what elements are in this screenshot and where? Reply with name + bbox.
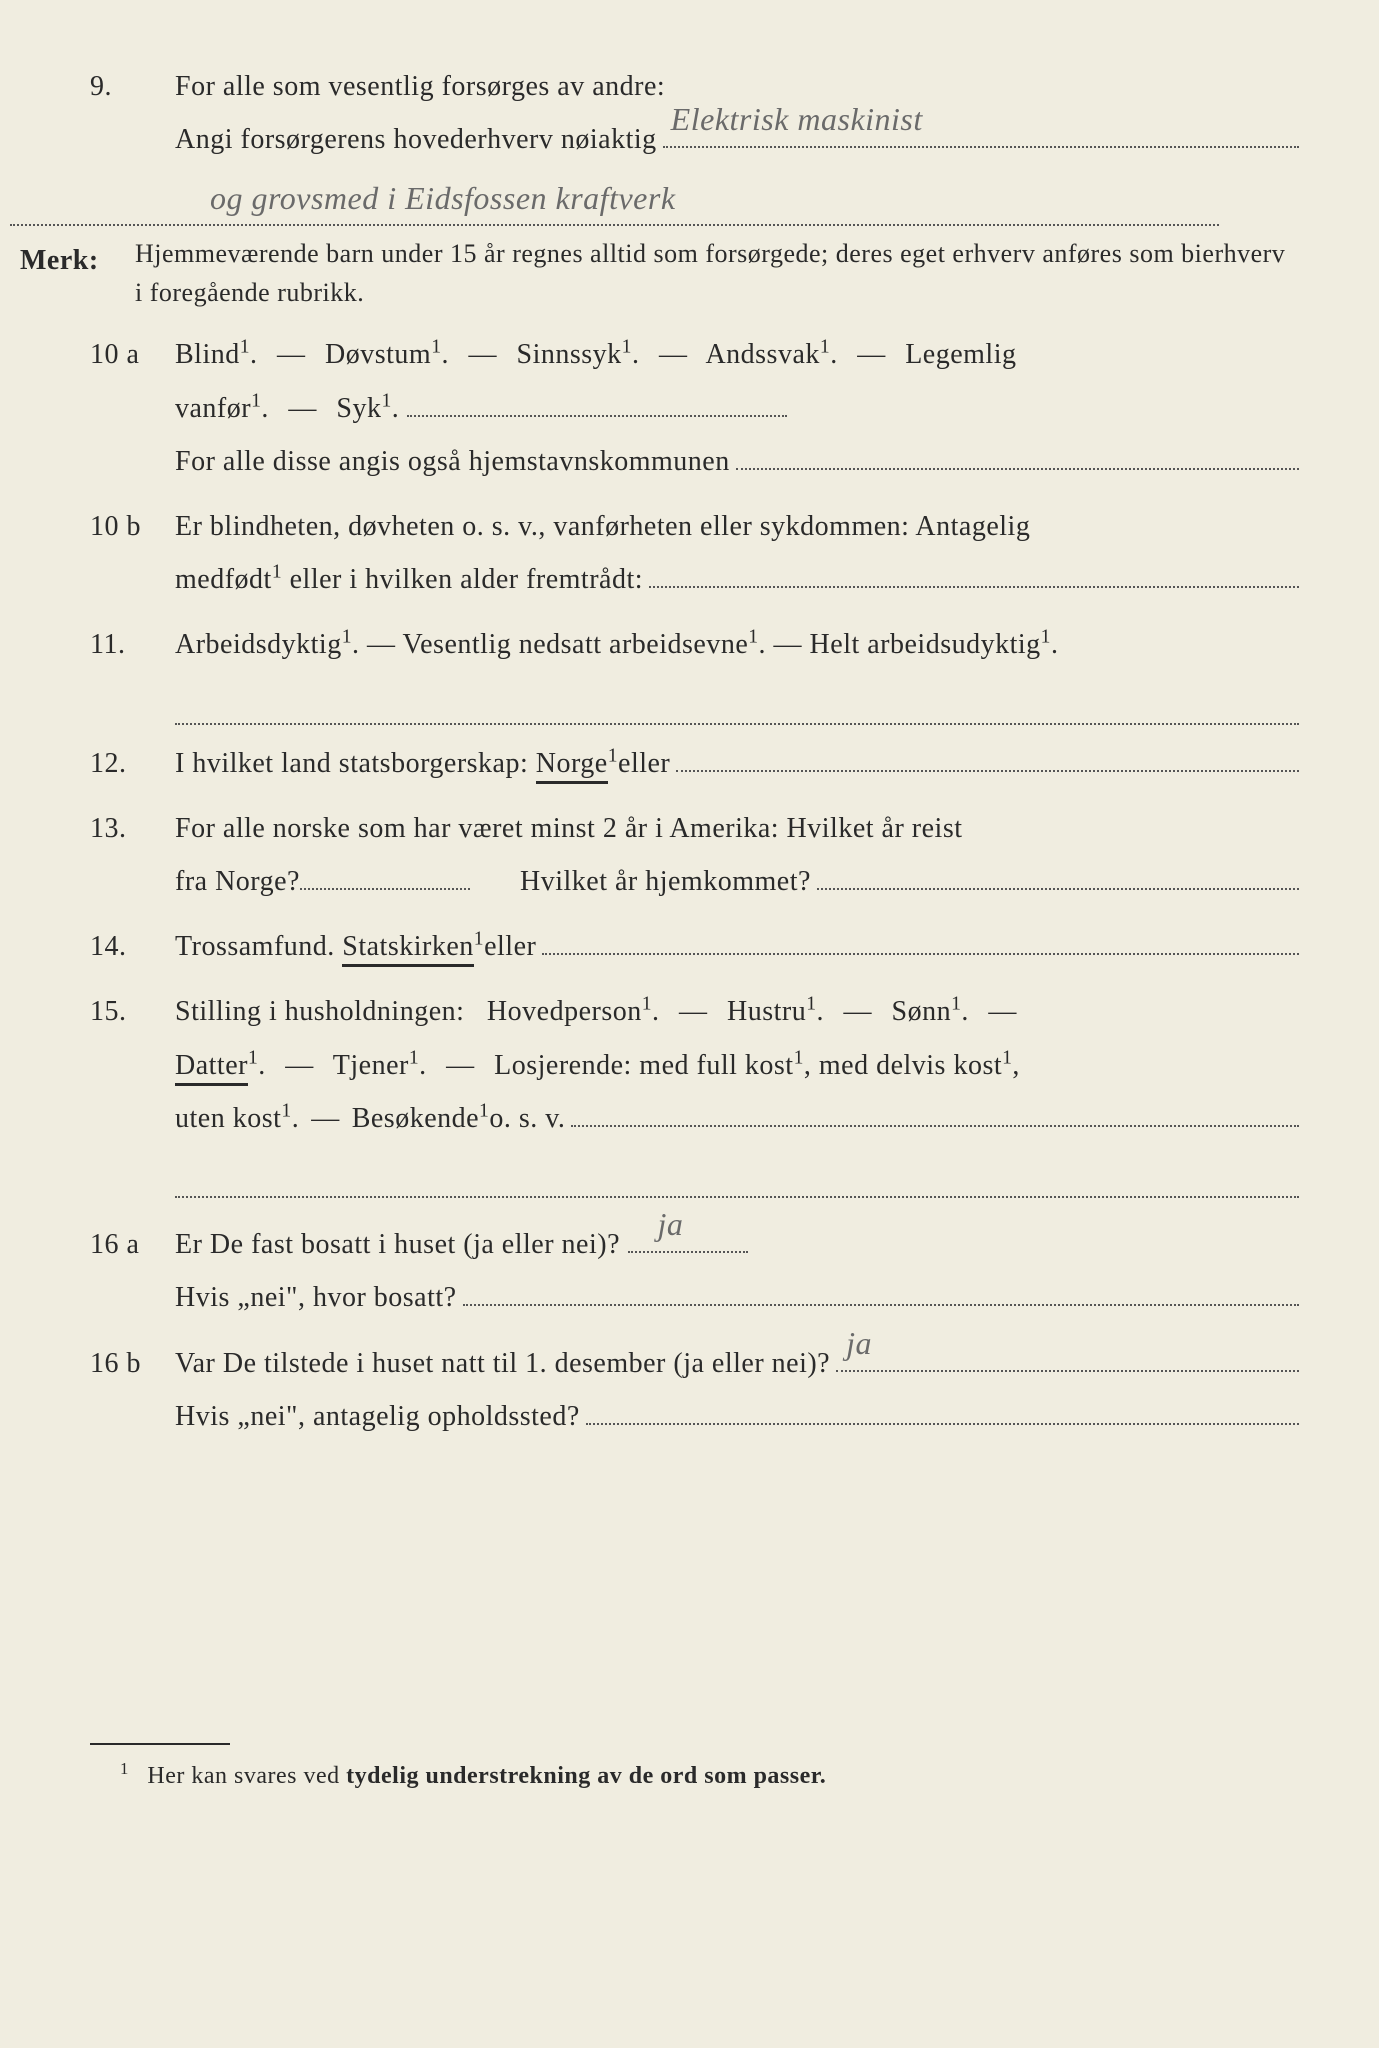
q10b-content: Er blindheten, døvheten o. s. v., vanfør… <box>175 500 1299 606</box>
merk-text: Hjemmeværende barn under 15 år regnes al… <box>135 234 1299 312</box>
q13-content: For alle norske som har været minst 2 år… <box>175 802 1299 908</box>
q15-besokende: Besøkende1 <box>352 1092 490 1145</box>
q10a-dovstum: Døvstum1. <box>325 339 449 370</box>
question-16b: 16 b Var De tilstede i huset natt til 1.… <box>90 1337 1299 1443</box>
q11-nedsatt: Vesentlig nedsatt arbeidsevne1. <box>403 629 767 660</box>
q16b-answer[interactable]: ja <box>836 1370 1299 1372</box>
q15-losjerende: Losjerende: med full kost1, <box>494 1050 811 1081</box>
q15-uten: uten kost1. <box>175 1092 299 1145</box>
q16a-bosatt-line[interactable] <box>463 1304 1299 1306</box>
q16b-hvis: Hvis „nei", antagelig opholdssted? <box>175 1390 580 1443</box>
q10a-kommune-line[interactable] <box>736 468 1299 470</box>
q15-delvis: med delvis kost1, <box>819 1050 1020 1081</box>
q10a-number: 10 a <box>90 328 175 488</box>
question-14: 14. Trossamfund. Statskirken1 eller <box>90 920 1299 973</box>
q9-answer-line1[interactable]: Elektrisk maskinist <box>663 146 1299 148</box>
question-12: 12. I hvilket land statsborgerskap: Norg… <box>90 737 1299 790</box>
q14-content: Trossamfund. Statskirken1 eller <box>175 920 1299 973</box>
q15-osv: o. s. v. <box>489 1092 565 1145</box>
q11-helt: Helt arbeidsudyktig1. <box>810 629 1059 660</box>
q15-answer-line2[interactable] <box>175 1163 1299 1199</box>
q16a-answer[interactable]: ja <box>628 1251 748 1253</box>
q11-arbeidsdyktig: Arbeidsdyktig1. <box>175 629 360 660</box>
q15-datter: Datter1. <box>175 1050 266 1081</box>
q16b-question: Var De tilstede i huset natt til 1. dese… <box>175 1337 830 1390</box>
q10a-andssvak: Andssvak1. <box>705 339 837 370</box>
q16b-opholdssted-line[interactable] <box>586 1423 1299 1425</box>
q11-number: 11. <box>90 618 175 724</box>
q15-sonn: Sønn1. <box>892 996 969 1027</box>
q10b-line2: medfødt1 eller i hvilken alder fremtrådt… <box>175 553 643 606</box>
q16b-number: 16 b <box>90 1337 175 1443</box>
q14-prefix: Trossamfund. <box>175 920 335 973</box>
q9-number: 9. <box>90 60 175 166</box>
q13-year-left[interactable] <box>300 888 470 890</box>
q15-content: Stilling i husholdningen: Hovedperson1. … <box>175 985 1299 1198</box>
q15-tjener: Tjener1. <box>333 1050 427 1081</box>
q11-content: Arbeidsdyktig1. — Vesentlig nedsatt arbe… <box>175 618 1299 724</box>
q10a-blind: Blind1. <box>175 339 258 370</box>
merk-label: Merk: <box>20 234 135 312</box>
q10a-content: Blind1. — Døvstum1. — Sinnssyk1. — Andss… <box>175 328 1299 488</box>
q16a-ja: ja <box>658 1194 684 1255</box>
q15-stilling: Stilling i husholdningen: <box>175 996 464 1027</box>
q14-number: 14. <box>90 920 175 973</box>
q12-content: I hvilket land statsborgerskap: Norge1 e… <box>175 737 1299 790</box>
question-10a: 10 a Blind1. — Døvstum1. — Sinnssyk1. — … <box>90 328 1299 488</box>
q10b-answer-line[interactable] <box>649 586 1299 588</box>
q12-norge: Norge1 <box>528 737 618 790</box>
q13-number: 13. <box>90 802 175 908</box>
merk-note: Merk: Hjemmeværende barn under 15 år reg… <box>20 234 1299 312</box>
question-11: 11. Arbeidsdyktig1. — Vesentlig nedsatt … <box>90 618 1299 724</box>
q15-answer-line[interactable] <box>571 1125 1299 1127</box>
question-13: 13. For alle norske som har været minst … <box>90 802 1299 908</box>
q12-number: 12. <box>90 737 175 790</box>
q10b-line1: Er blindheten, døvheten o. s. v., vanfør… <box>175 511 1030 542</box>
footnote-text: Her kan svares ved tydelig understreknin… <box>147 1763 826 1789</box>
q12-prefix: I hvilket land statsborgerskap: <box>175 737 528 790</box>
q16a-number: 16 a <box>90 1218 175 1324</box>
q10a-legemlig: Legemlig <box>905 339 1016 370</box>
q16a-content: Er De fast bosatt i huset (ja eller nei)… <box>175 1218 1299 1324</box>
q13-year-return[interactable] <box>817 888 1299 890</box>
question-9: 9. For alle som vesentlig forsørges av a… <box>90 60 1299 166</box>
q14-statskirken: Statskirken1 <box>335 920 484 973</box>
q15-hovedperson: Hovedperson1. <box>487 996 660 1027</box>
footnote: 1 Her kan svares ved tydelig understrekn… <box>90 1753 1299 1800</box>
q9-line2-prefix: Angi forsørgerens hovederhverv nøiaktig <box>175 113 657 166</box>
q10b-number: 10 b <box>90 500 175 606</box>
question-10b: 10 b Er blindheten, døvheten o. s. v., v… <box>90 500 1299 606</box>
census-form-page: 9. For alle som vesentlig forsørges av a… <box>0 0 1379 1860</box>
q16b-ja: ja <box>846 1313 872 1374</box>
q9-handwriting1: Elektrisk maskinist <box>671 89 923 150</box>
q16a-hvis: Hvis „nei", hvor bosatt? <box>175 1271 457 1324</box>
q12-answer-line[interactable] <box>676 770 1299 772</box>
q9-handwriting2: og grovsmed i Eidsfossen kraftverk <box>210 168 676 229</box>
footnote-sup: 1 <box>120 1759 129 1778</box>
q10a-syk: Syk1. <box>336 393 399 424</box>
footnote-rule <box>90 1743 230 1745</box>
q13-fra-norge: fra Norge? <box>175 855 300 908</box>
q9-answer-line2[interactable]: og grovsmed i Eidsfossen kraftverk <box>10 178 1219 226</box>
q14-answer-line[interactable] <box>542 953 1299 955</box>
q11-answer-line[interactable] <box>175 689 1299 725</box>
q15-number: 15. <box>90 985 175 1198</box>
q16b-content: Var De tilstede i huset natt til 1. dese… <box>175 1337 1299 1443</box>
q15-hustru: Hustru1. <box>727 996 824 1027</box>
q13-line1: For alle norske som har været minst 2 år… <box>175 813 963 844</box>
q10a-vanfor: vanfør1. <box>175 393 269 424</box>
q10a-line3: For alle disse angis også hjemstavnskomm… <box>175 435 730 488</box>
question-15: 15. Stilling i husholdningen: Hovedperso… <box>90 985 1299 1198</box>
q10a-sinnssyk: Sinnssyk1. <box>517 339 640 370</box>
q12-eller: eller <box>618 737 670 790</box>
q16a-question: Er De fast bosatt i huset (ja eller nei)… <box>175 1229 620 1260</box>
q13-hjemkommet: Hvilket år hjemkommet? <box>520 855 811 908</box>
q9-content: For alle som vesentlig forsørges av andr… <box>175 60 1299 166</box>
q14-eller: eller <box>484 920 536 973</box>
question-16a: 16 a Er De fast bosatt i huset (ja eller… <box>90 1218 1299 1324</box>
